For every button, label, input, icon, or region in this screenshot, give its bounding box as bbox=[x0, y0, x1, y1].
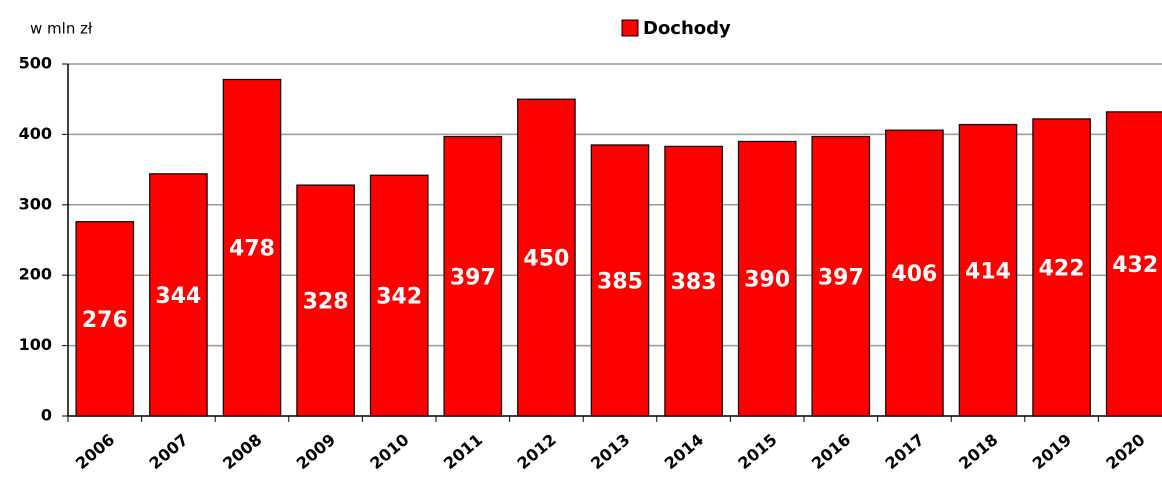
data-label: 344 bbox=[155, 284, 201, 309]
data-label: 342 bbox=[376, 285, 422, 310]
data-label: 383 bbox=[671, 270, 717, 295]
x-tick-label: 2008 bbox=[219, 430, 265, 473]
legend-label: Dochody bbox=[643, 18, 731, 39]
y-tick-label: 400 bbox=[19, 124, 52, 143]
bar bbox=[664, 145, 723, 417]
x-tick-label: 2006 bbox=[72, 430, 118, 473]
x-tick-label: 2016 bbox=[808, 430, 854, 473]
bar bbox=[811, 135, 871, 417]
x-tick-label: 2013 bbox=[587, 430, 633, 473]
x-tick-label: 2011 bbox=[440, 430, 486, 473]
x-tick-label: 2020 bbox=[1102, 430, 1148, 473]
bar bbox=[958, 123, 1018, 417]
bar bbox=[222, 78, 282, 417]
bar bbox=[149, 173, 208, 417]
data-label: 478 bbox=[229, 237, 275, 262]
bar bbox=[369, 174, 429, 417]
x-tick-label: 2019 bbox=[1029, 430, 1075, 473]
x-tick-label: 2010 bbox=[366, 430, 412, 473]
data-label: 406 bbox=[891, 262, 937, 287]
x-tick-label: 2012 bbox=[514, 430, 560, 473]
legend-swatch bbox=[621, 19, 639, 37]
data-label: 328 bbox=[303, 290, 349, 315]
x-tick-label: 2009 bbox=[293, 430, 339, 473]
y-tick-label: 100 bbox=[19, 335, 52, 354]
data-label: 432 bbox=[1112, 253, 1158, 278]
x-tick-label: 2015 bbox=[734, 430, 780, 473]
bar bbox=[517, 98, 576, 417]
data-label: 385 bbox=[597, 269, 643, 294]
x-tick-label: 2007 bbox=[146, 430, 192, 473]
x-tick-label: 2018 bbox=[955, 430, 1001, 473]
bar bbox=[885, 129, 944, 417]
y-tick-label: 500 bbox=[19, 54, 52, 73]
bar bbox=[443, 135, 503, 417]
data-label: 397 bbox=[450, 265, 496, 290]
y-tick-label: 200 bbox=[19, 265, 52, 284]
data-label: 414 bbox=[965, 259, 1011, 284]
x-tick-label: 2017 bbox=[882, 430, 928, 473]
data-label: 422 bbox=[1039, 256, 1085, 281]
y-axis-label: w mln zł bbox=[30, 20, 93, 38]
bar bbox=[1105, 111, 1162, 417]
bar bbox=[590, 144, 650, 417]
bar bbox=[296, 184, 355, 417]
data-label: 397 bbox=[818, 265, 864, 290]
data-label: 450 bbox=[523, 247, 569, 272]
bar bbox=[1032, 118, 1091, 417]
data-label: 276 bbox=[82, 308, 128, 333]
bar bbox=[75, 221, 135, 417]
bar bbox=[737, 140, 797, 417]
y-tick-label: 0 bbox=[41, 406, 52, 425]
x-tick-label: 2014 bbox=[661, 430, 707, 473]
data-label: 390 bbox=[744, 268, 790, 293]
y-tick-label: 300 bbox=[19, 194, 52, 213]
